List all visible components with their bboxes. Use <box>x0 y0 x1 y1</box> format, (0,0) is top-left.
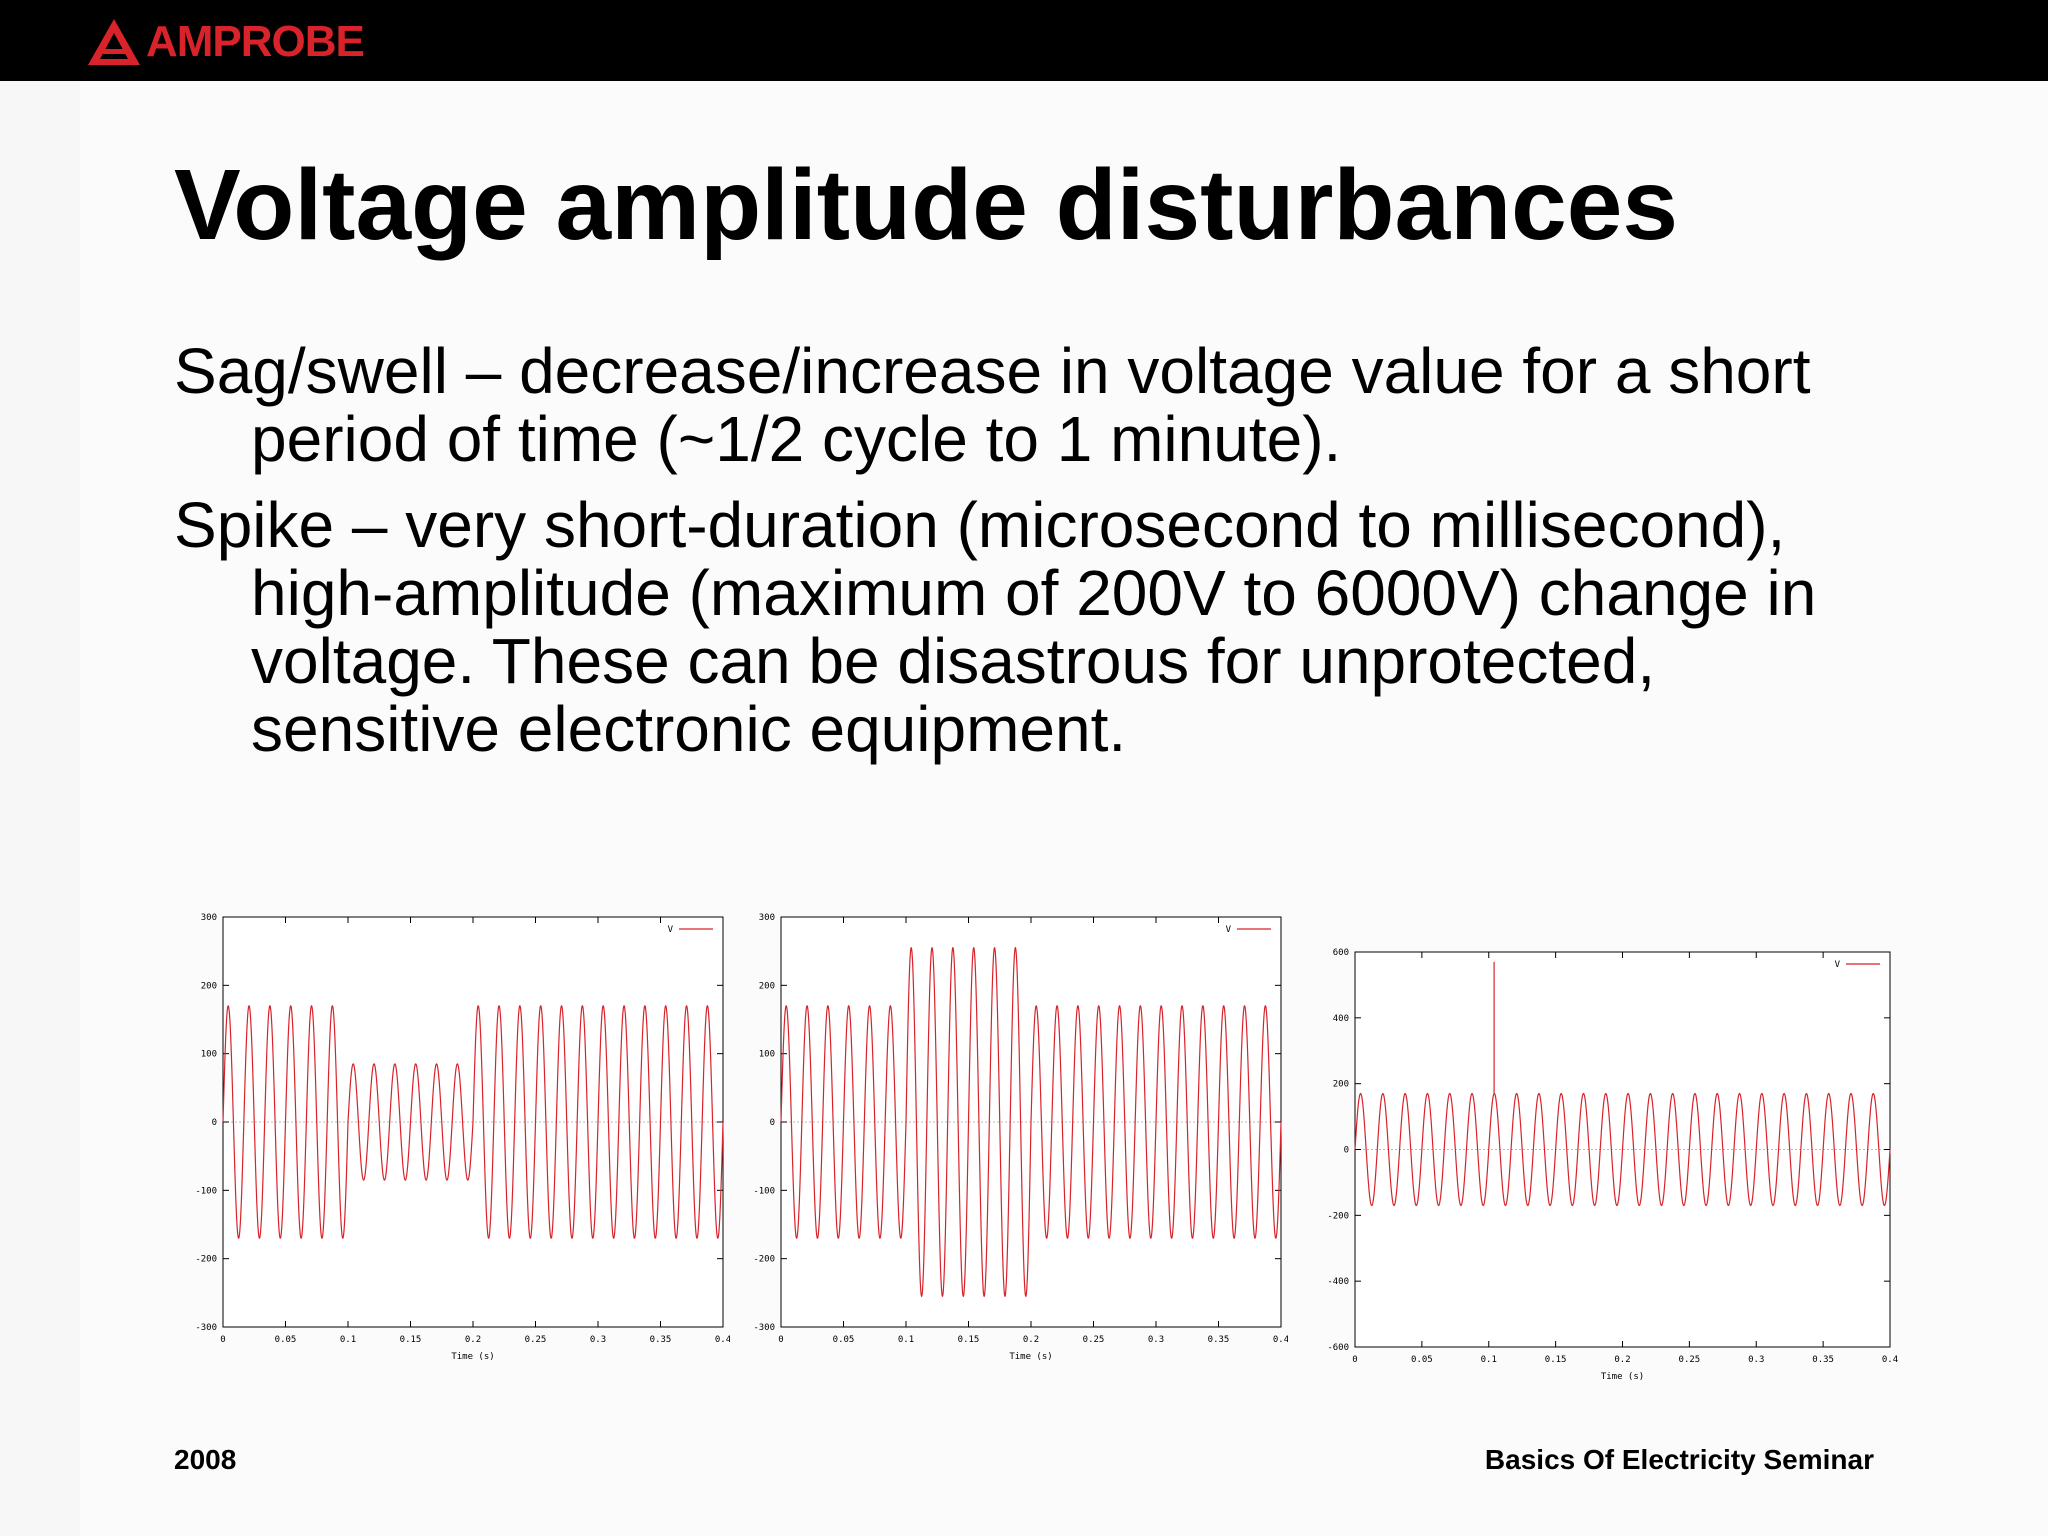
x-tick-label: 0.4 <box>715 1335 730 1345</box>
triangle-a-icon <box>88 19 140 65</box>
legend-label: V <box>1835 960 1841 970</box>
footer-seminar: Basics Of Electricity Seminar <box>1484 1444 1874 1475</box>
y-tick-label: 600 <box>1333 948 1349 958</box>
x-tick-label: 0.4 <box>1273 1335 1288 1345</box>
x-tick-label: 0.3 <box>1148 1335 1164 1345</box>
x-tick-label: 0.2 <box>1614 1355 1630 1365</box>
y-tick-label: 400 <box>1333 1014 1349 1024</box>
y-tick-label: -100 <box>753 1186 775 1196</box>
legend-label: V <box>668 925 674 935</box>
x-tick-label: 0.05 <box>833 1335 855 1345</box>
series-line-v <box>780 946 1282 1298</box>
x-tick-label: 0.25 <box>1679 1355 1701 1365</box>
x-tick-label: 0.1 <box>1481 1355 1497 1365</box>
y-tick-label: -100 <box>195 1186 217 1196</box>
y-tick-label: 300 <box>201 913 217 923</box>
y-tick-label: -600 <box>1327 1343 1349 1353</box>
x-tick-label: 0.35 <box>650 1335 672 1345</box>
x-tick-label: 0.25 <box>1083 1335 1105 1345</box>
y-tick-label: 200 <box>759 981 775 991</box>
footer-year: 2008 <box>174 1444 237 1475</box>
x-tick-label: 0 <box>778 1335 783 1345</box>
series-line-v <box>222 1005 724 1239</box>
x-tick-label: 0.35 <box>1812 1355 1834 1365</box>
bullet-list: Sag/swell – decrease/increase in voltage… <box>174 337 1894 781</box>
x-tick-label: 0.05 <box>1411 1355 1433 1365</box>
y-tick-label: -200 <box>195 1255 217 1265</box>
y-tick-label: -300 <box>195 1323 217 1333</box>
x-tick-label: 0.2 <box>1023 1335 1039 1345</box>
y-tick-label: 200 <box>1333 1080 1349 1090</box>
x-tick-label: 0.1 <box>340 1335 356 1345</box>
x-tick-label: 0.25 <box>525 1335 547 1345</box>
x-axis-label: Time (s) <box>1601 1372 1644 1382</box>
legend-label: V <box>1226 925 1232 935</box>
y-tick-label: 0 <box>770 1118 775 1128</box>
slide-title: Voltage amplitude disturbances <box>174 149 1679 261</box>
x-tick-label: 0.1 <box>898 1335 914 1345</box>
x-tick-label: 0.15 <box>958 1335 980 1345</box>
y-tick-label: -400 <box>1327 1277 1349 1287</box>
y-tick-label: 200 <box>201 981 217 991</box>
y-tick-label: -200 <box>1327 1211 1349 1221</box>
x-tick-label: 0.4 <box>1882 1355 1898 1365</box>
y-tick-label: 0 <box>212 1118 217 1128</box>
y-tick-label: 100 <box>201 1050 217 1060</box>
x-tick-label: 0.3 <box>1748 1355 1764 1365</box>
charts-row: 300 200 100 0 -100 -200 -300 0 0.05 0.1 0.15 0.2 0.2… <box>0 900 2048 1420</box>
x-tick-label: 0.05 <box>275 1335 297 1345</box>
x-tick-label: 0.15 <box>400 1335 422 1345</box>
x-tick-label: 0.3 <box>590 1335 606 1345</box>
y-tick-label: 100 <box>759 1050 775 1060</box>
x-tick-label: 0.2 <box>465 1335 481 1345</box>
series-line-v <box>1354 961 1891 1207</box>
top-bar: AMPROBE <box>0 0 2048 81</box>
x-tick-label: 0.15 <box>1545 1355 1567 1365</box>
y-tick-label: 0 <box>1344 1146 1349 1156</box>
y-tick-label: -200 <box>753 1255 775 1265</box>
x-tick-label: 0 <box>1352 1355 1357 1365</box>
x-tick-label: 0 <box>220 1335 225 1345</box>
amprobe-logo: AMPROBE <box>86 16 365 68</box>
x-tick-label: 0.35 <box>1208 1335 1230 1345</box>
bullet-spike: Spike – very short-duration (microsecond… <box>174 489 1817 765</box>
x-axis-label: Time (s) <box>1009 1352 1052 1362</box>
bullet-sag-swell: Sag/swell – decrease/increase in voltage… <box>174 335 1811 475</box>
x-axis-label: Time (s) <box>451 1352 494 1362</box>
y-tick-label: 300 <box>759 913 775 923</box>
logo-text: AMPROBE <box>146 17 365 66</box>
y-tick-label: -300 <box>753 1323 775 1333</box>
